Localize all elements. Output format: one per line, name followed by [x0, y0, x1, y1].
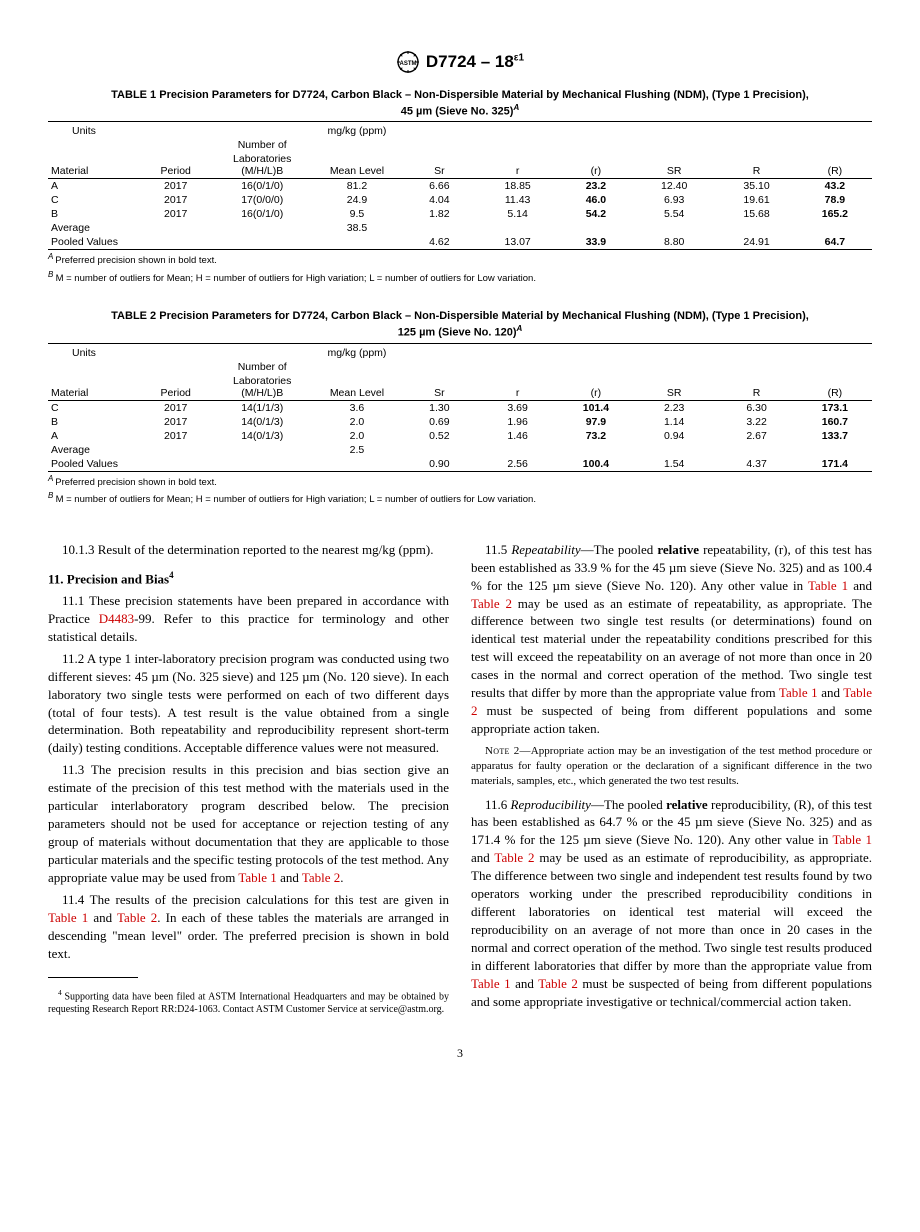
heading-11: 11. Precision and Bias4 — [48, 569, 449, 588]
table-1-footnote-b: B M = number of outliers for Mean; H = n… — [48, 270, 872, 286]
para-11-1: 11.1 These precision statements have bee… — [48, 592, 449, 646]
table-2: Units mg/kg (ppm) Material Period Number… — [48, 343, 872, 472]
table-row: Units mg/kg (ppm) — [48, 122, 872, 139]
table-1: Units mg/kg (ppm) Material Period Number… — [48, 121, 872, 250]
table-row: Pooled Values4.6213.0733.98.8024.9164.7 — [48, 235, 872, 250]
astm-logo-icon: ASTM — [396, 50, 420, 74]
page: ASTM D7724 – 18ε1 TABLE 1 Precision Para… — [0, 0, 920, 1232]
link-table-1[interactable]: Table 1 — [808, 578, 848, 593]
table-row: C201714(1/1/3)3.61.303.69101.42.236.3017… — [48, 400, 872, 415]
body-columns: 10.1.3 Result of the determination repor… — [48, 541, 872, 1021]
table-row: Material Period Number of Mean Level Sr … — [48, 360, 872, 374]
link-d4483[interactable]: D4483 — [99, 611, 134, 626]
note-2: Note 2—Appropriate action may be an inve… — [471, 744, 872, 790]
para-11-6: 11.6 Reproducibility—The pooled relative… — [471, 796, 872, 1011]
link-table-2[interactable]: Table 2 — [494, 850, 534, 865]
table-2-block: TABLE 2 Precision Parameters for D7724, … — [48, 309, 872, 506]
table-2-footnote-b: B M = number of outliers for Mean; H = n… — [48, 491, 872, 507]
para-11-2: 11.2 A type 1 inter-laboratory precision… — [48, 650, 449, 758]
svg-text:ASTM: ASTM — [399, 61, 416, 67]
table-2-caption: TABLE 2 Precision Parameters for D7724, … — [48, 309, 872, 340]
epsilon-sup: ε1 — [514, 52, 524, 63]
table-row: C201717(0/0/0)24.94.0411.4346.06.9319.61… — [48, 193, 872, 207]
table-1-caption: TABLE 1 Precision Parameters for D7724, … — [48, 88, 872, 119]
footnote-block: 4 Supporting data have been filed at AST… — [48, 977, 449, 1016]
table-row: B201716(0/1/0)9.51.825.1454.25.5415.6816… — [48, 207, 872, 221]
link-table-1[interactable]: Table 1 — [832, 832, 872, 847]
link-table-2[interactable]: Table 2 — [538, 976, 578, 991]
table-1-footnote-a: A Preferred precision shown in bold text… — [48, 252, 872, 268]
page-number: 3 — [48, 1046, 872, 1061]
link-table-1[interactable]: Table 1 — [471, 976, 511, 991]
page-header: ASTM D7724 – 18ε1 — [48, 50, 872, 74]
para-11-3: 11.3 The precision results in this preci… — [48, 761, 449, 887]
table-row: A201714(0/1/3)2.00.521.4673.20.942.67133… — [48, 429, 872, 443]
link-table-1[interactable]: Table 1 — [779, 685, 818, 700]
table-row: Units mg/kg (ppm) — [48, 343, 872, 360]
table-row: A201716(0/1/0)81.26.6618.8523.212.4035.1… — [48, 179, 872, 194]
table-1-block: TABLE 1 Precision Parameters for D7724, … — [48, 88, 872, 285]
para-10-1-3: 10.1.3 Result of the determination repor… — [48, 541, 449, 559]
link-table-2[interactable]: Table 2 — [117, 910, 157, 925]
footnote-4: 4 Supporting data have been filed at AST… — [48, 988, 449, 1016]
table-row: Average38.5 — [48, 221, 872, 235]
para-11-5: 11.5 Repeatability—The pooled relative r… — [471, 541, 872, 738]
footnote-separator — [48, 977, 138, 978]
table-row: B201714(0/1/3)2.00.691.9697.91.143.22160… — [48, 415, 872, 429]
table-row: Material Period Number of Mean Level Sr … — [48, 138, 872, 152]
link-table-2[interactable]: Table 2 — [471, 596, 512, 611]
standard-number: D7724 – 18ε1 — [426, 52, 524, 72]
table-row: Pooled Values0.902.56100.41.544.37171.4 — [48, 457, 872, 472]
table-2-footnote-a: A Preferred precision shown in bold text… — [48, 474, 872, 490]
para-11-4: 11.4 The results of the precision calcul… — [48, 891, 449, 963]
link-table-1[interactable]: Table 1 — [238, 870, 276, 885]
link-table-1[interactable]: Table 1 — [48, 910, 88, 925]
link-table-2[interactable]: Table 2 — [302, 870, 340, 885]
table-row: Average2.5 — [48, 443, 872, 457]
